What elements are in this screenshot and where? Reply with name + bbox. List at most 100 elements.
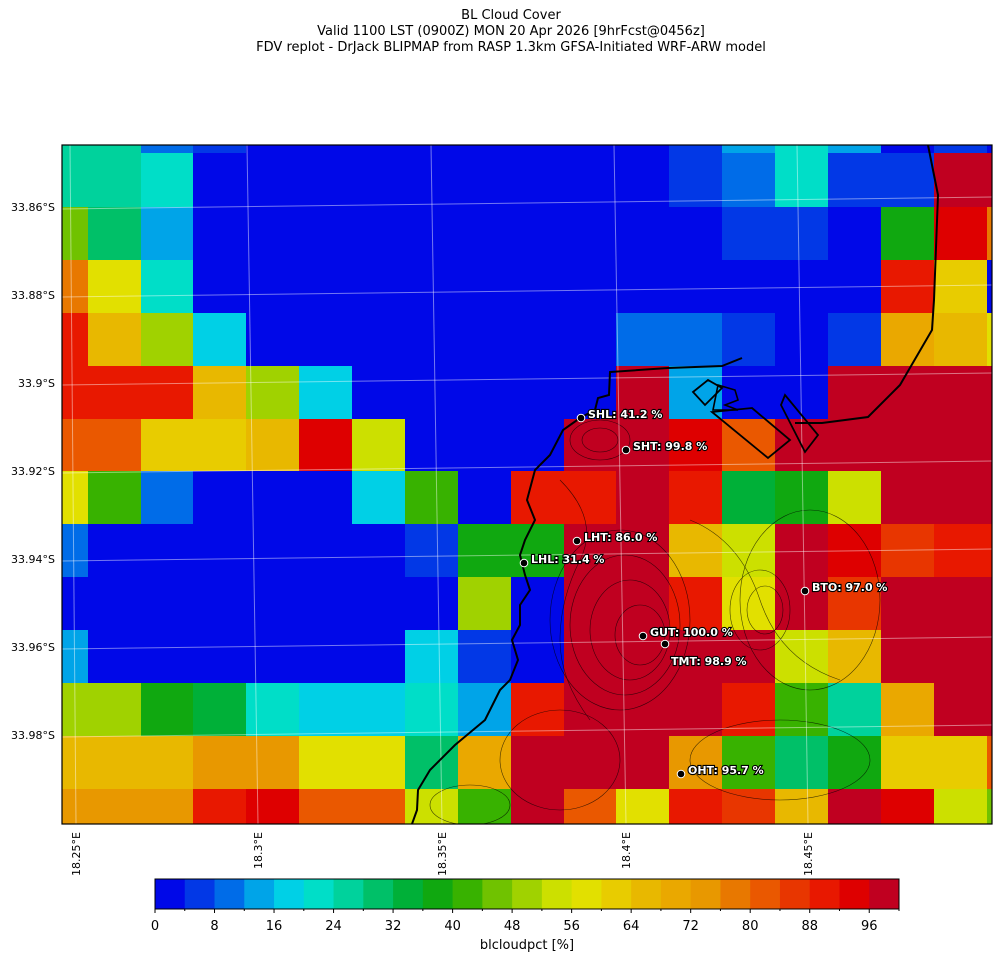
grid-cell — [511, 471, 565, 525]
longitude-label: 18.45°E — [802, 832, 815, 876]
grid-cell — [722, 471, 776, 525]
grid-cell — [881, 736, 935, 790]
grid-cell — [564, 419, 617, 472]
colorbar-tick-label: 24 — [325, 919, 342, 934]
grid-cell — [987, 789, 992, 824]
colorbar-bin — [571, 879, 602, 909]
grid-cell — [616, 419, 670, 472]
grid-cell — [299, 683, 353, 737]
grid-cell — [775, 313, 829, 367]
grid-cell — [616, 789, 670, 824]
grid-cell — [62, 683, 89, 737]
grid-cell — [564, 260, 617, 314]
grid-cell — [987, 577, 992, 631]
grid-cell — [141, 471, 194, 525]
grid-cell — [987, 207, 992, 261]
grid-cell — [141, 789, 194, 824]
station-marker — [572, 536, 582, 546]
colorbar-bin — [422, 879, 454, 909]
grid-cell — [564, 207, 617, 261]
grid-cell — [246, 524, 300, 578]
grid-cell — [352, 419, 406, 472]
grid-cell — [722, 145, 776, 154]
grid-cell — [405, 630, 459, 684]
grid-cell — [881, 683, 935, 737]
colorbar-bin — [482, 879, 513, 909]
grid-cell — [62, 524, 89, 578]
grid-cell — [722, 630, 776, 684]
latitude-line — [62, 196, 992, 210]
grid-cell — [299, 577, 353, 631]
grid-cell — [88, 577, 142, 631]
grid-cell — [405, 577, 459, 631]
grid-cell — [352, 207, 406, 261]
grid-cell — [616, 366, 670, 420]
grid-cell — [352, 313, 406, 367]
longitude-line — [430, 145, 443, 824]
grid-cell — [775, 736, 829, 790]
grid-cell — [934, 145, 988, 154]
grid-cell — [616, 736, 670, 790]
grid-cell — [458, 207, 512, 261]
grid-cell — [62, 471, 89, 525]
grid-cell — [828, 683, 882, 737]
grid-cell — [987, 419, 992, 472]
station-marker — [660, 639, 670, 649]
grid-cell — [299, 313, 353, 367]
grid-cell — [299, 630, 353, 684]
latitude-label: 33.96°S — [11, 641, 55, 654]
grid-cell — [352, 683, 406, 737]
colorbar-label: blcloudpct [%] — [480, 938, 574, 953]
graticule — [62, 145, 992, 824]
grid-cell — [458, 260, 512, 314]
grid-cell — [669, 207, 723, 261]
grid-cell — [616, 207, 670, 261]
grid-cell — [934, 471, 988, 525]
grid-cell — [934, 260, 988, 314]
colorbar-bin — [363, 879, 394, 909]
colorbar-tick-label: 72 — [682, 919, 699, 934]
grid-cell — [88, 683, 142, 737]
grid-cell — [722, 366, 776, 420]
grid-cell — [141, 207, 194, 261]
grid-cell — [88, 524, 142, 578]
grid-cell — [828, 419, 882, 472]
grid-cell — [669, 736, 723, 790]
station-label: OHT: 95.7 % — [688, 764, 764, 777]
colorbar-bin — [750, 879, 781, 909]
grid-cell — [352, 471, 406, 525]
grid-cell — [828, 145, 882, 154]
colorbar-tick-label: 64 — [623, 919, 640, 934]
grid-cell — [141, 524, 194, 578]
grid-cell — [616, 313, 670, 367]
grid-cell — [934, 153, 988, 208]
grid-cell — [881, 419, 935, 472]
station-marker — [638, 631, 648, 641]
grid-cell — [669, 524, 723, 578]
latitude-labels: 33.86°S 33.88°S 33.9°S 33.92°S 33.94°S 33.96°… — [11, 201, 55, 742]
grid-cell — [88, 207, 142, 261]
grid-cell — [564, 736, 617, 790]
grid-cell — [458, 789, 512, 824]
grid-cell — [458, 683, 512, 737]
latitude-label: 33.88°S — [11, 289, 55, 302]
latitude-line — [62, 548, 992, 562]
valid-time-line: Valid 1100 LST (0900Z) MON 20 Apr 2026 [… — [317, 24, 705, 39]
colorbar-frame — [154, 878, 900, 910]
station-marker — [519, 558, 529, 568]
grid-cell — [828, 736, 882, 790]
grid-cell — [881, 260, 935, 314]
grid-cell — [881, 207, 935, 261]
grid-cell — [722, 789, 776, 824]
grid-cell — [564, 153, 617, 208]
grid-cell — [405, 683, 459, 737]
grid-cell — [458, 153, 512, 208]
grid-cell — [934, 366, 988, 420]
grid-cell — [458, 471, 512, 525]
colorbar-bin — [631, 879, 662, 909]
colorbar-bin — [660, 879, 692, 909]
grid-cell — [934, 207, 988, 261]
grid-cell — [246, 145, 300, 154]
grid-cell — [141, 630, 194, 684]
